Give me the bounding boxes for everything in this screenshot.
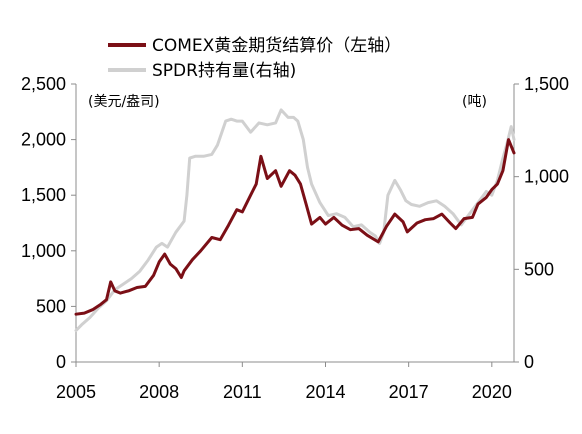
left-tick-label-3: 1,500	[21, 185, 66, 205]
series-line-gold-price	[74, 138, 516, 316]
legend-label-spdr-holdings: SPDR持有量(右轴)	[152, 61, 296, 81]
x-axis-ticks: 2005 2008 2011 2014 2017 2020	[56, 362, 512, 402]
x-tick-label-2: 2011	[223, 382, 262, 402]
left-tick-label-4: 2,000	[21, 130, 66, 150]
x-tick-label-0: 2005	[56, 382, 96, 402]
legend-label-gold-price: COMEX黄金期货结算价（左轴）	[152, 36, 401, 56]
left-tick-label-5: 2,500	[21, 74, 66, 94]
left-axis-unit: (美元/盎司)	[88, 94, 160, 110]
series-lines	[74, 108, 516, 332]
right-tick-label-3: 1,500	[524, 74, 569, 94]
left-tick-label-2: 1,000	[21, 241, 66, 261]
x-tick-label-1: 2008	[139, 382, 179, 402]
right-axis-unit: (吨)	[462, 94, 487, 110]
series-line-spdr-holdings	[74, 108, 516, 332]
right-tick-label-1: 500	[524, 259, 554, 279]
right-tick-label-2: 1,000	[524, 167, 569, 187]
x-tick-label-3: 2014	[305, 382, 345, 402]
x-tick-label-4: 2017	[389, 382, 429, 402]
left-tick-label-1: 500	[36, 296, 66, 316]
right-axis-ticks: 0 500 1,000 1,500	[514, 74, 569, 372]
legend: COMEX黄金期货结算价（左轴） SPDR持有量(右轴)	[108, 36, 401, 81]
x-tick-label-5: 2020	[472, 382, 512, 402]
left-tick-label-0: 0	[56, 352, 66, 372]
right-tick-label-0: 0	[524, 352, 534, 372]
left-axis-ticks: 0 500 1,000 1,500 2,000 2,500	[21, 74, 76, 372]
